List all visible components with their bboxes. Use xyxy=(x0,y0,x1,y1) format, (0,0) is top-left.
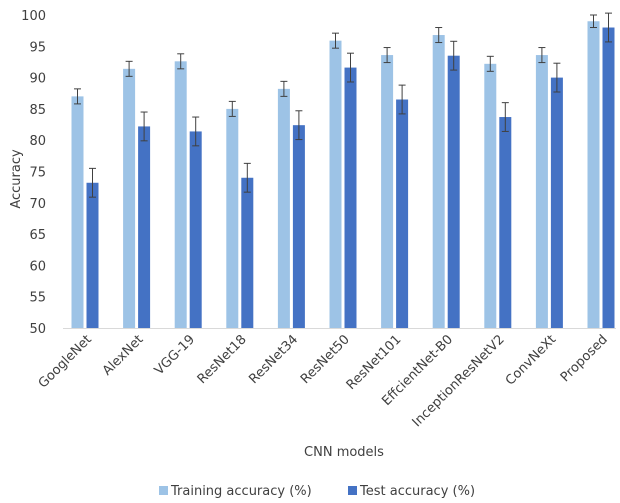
training-bar xyxy=(484,63,497,328)
x-category-label: ResNet34 xyxy=(246,332,301,387)
legend-label-test: Test accuracy (%) xyxy=(359,484,475,499)
x-category-label: GoogleNet xyxy=(36,332,95,391)
y-tick-label: 100 xyxy=(21,9,46,24)
x-category-label: InceptionResNetV2 xyxy=(410,332,508,430)
x-category-label: Proposed xyxy=(558,332,611,385)
test-bar xyxy=(241,177,254,328)
test-bar xyxy=(602,27,615,329)
error-bars-layer xyxy=(74,12,612,198)
training-bar xyxy=(174,61,187,328)
test-bar xyxy=(86,182,99,328)
y-tick-label: 85 xyxy=(29,103,46,118)
y-axis-ticks: 50 55 60 65 70 75 80 85 90 95 100 xyxy=(21,9,46,337)
test-bar xyxy=(292,125,305,329)
training-bar xyxy=(277,88,290,328)
y-tick-label: 95 xyxy=(29,40,46,55)
training-bar xyxy=(123,68,136,328)
legend: Training accuracy (%) Test accuracy (%) xyxy=(159,484,475,499)
training-bar xyxy=(535,55,548,329)
test-bar xyxy=(344,67,357,329)
training-bar xyxy=(432,35,445,328)
y-tick-label: 50 xyxy=(29,322,46,337)
y-tick-label: 75 xyxy=(29,166,46,181)
x-category-label: AlexNet xyxy=(100,332,147,379)
x-category-label: ResNet18 xyxy=(195,332,250,387)
x-axis-title: CNN models xyxy=(304,445,384,460)
training-bar xyxy=(71,96,84,328)
y-axis-title: Accuracy xyxy=(9,149,24,209)
y-tick-label: 60 xyxy=(29,259,46,274)
x-category-label: ConvNeXt xyxy=(503,332,559,388)
training-bar xyxy=(329,40,342,328)
x-axis-categories: GoogleNet AlexNet VGG-19ResNet18ResNet34Re… xyxy=(36,332,611,430)
test-bar xyxy=(447,55,460,328)
legend-swatch-training xyxy=(159,486,168,495)
x-category-label: VGG-19 xyxy=(152,332,198,378)
test-bar xyxy=(550,77,563,328)
training-bar xyxy=(381,55,394,329)
y-tick-label: 65 xyxy=(29,228,46,243)
training-bar xyxy=(587,21,600,328)
y-tick-label: 70 xyxy=(29,197,46,212)
bars-layer xyxy=(71,21,615,329)
test-bar xyxy=(189,131,202,328)
y-tick-label: 55 xyxy=(29,291,46,306)
x-category-label: ResNet50 xyxy=(298,332,353,387)
y-tick-label: 80 xyxy=(29,134,46,149)
test-bar xyxy=(138,126,151,328)
legend-swatch-test xyxy=(348,486,357,495)
training-bar xyxy=(226,108,239,329)
legend-label-training: Training accuracy (%) xyxy=(170,484,312,499)
test-bar xyxy=(499,117,512,329)
y-tick-label: 90 xyxy=(29,72,46,87)
test-bar xyxy=(396,99,409,328)
